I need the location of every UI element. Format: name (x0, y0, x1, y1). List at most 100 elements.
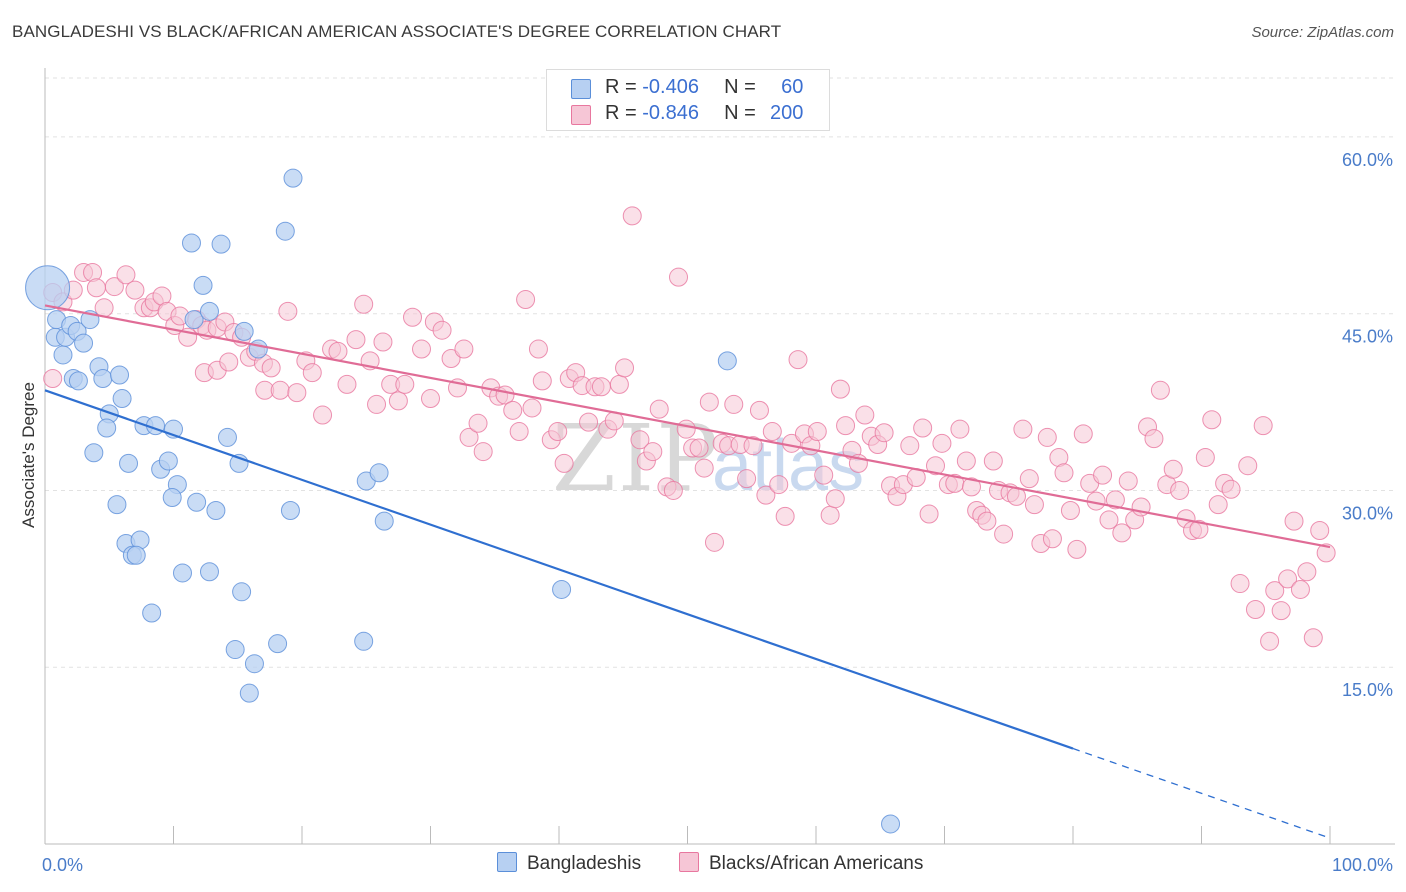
bottom-legend-bangladeshis: Bangladeshis (497, 852, 641, 875)
data-point (337, 374, 357, 394)
data-point (142, 603, 162, 623)
trend-lines (44, 304, 1331, 839)
data-point (158, 451, 178, 471)
data-point (1271, 601, 1291, 621)
data-point (283, 168, 303, 188)
data-point (239, 683, 259, 703)
data-point (68, 371, 88, 391)
data-point (663, 480, 683, 500)
data-point (244, 654, 264, 674)
trend-line-solid (44, 389, 1074, 750)
data-point (346, 330, 366, 350)
data-point (313, 405, 333, 425)
data-point (769, 475, 789, 495)
data-point (522, 398, 542, 418)
data-point (1189, 519, 1209, 539)
legend-n-value: 200 (769, 102, 804, 124)
data-point (956, 451, 976, 471)
data-point (43, 369, 63, 389)
data-point (1260, 631, 1280, 651)
data-point (749, 400, 769, 420)
data-point (820, 505, 840, 525)
tick-labels: 15.0% 30.0% 45.0% 60.0% 0.0% 100.0% (42, 150, 1393, 875)
data-point (977, 511, 997, 531)
data-point (579, 412, 599, 432)
data-point (689, 438, 709, 458)
data-point (211, 234, 231, 254)
data-point (825, 489, 845, 509)
legend: R = -0.406 N = 60 R = -0.846 N = 200 (546, 69, 830, 131)
data-point (932, 433, 952, 453)
data-point (926, 456, 946, 476)
data-point (1202, 410, 1222, 430)
legend-r-label: R = (605, 76, 637, 98)
data-point (1316, 543, 1336, 563)
data-point (441, 348, 461, 368)
legend-swatch-blue (571, 79, 591, 99)
data-point (93, 369, 113, 389)
axes (44, 68, 1395, 845)
data-point (704, 532, 724, 552)
data-point (473, 442, 493, 462)
data-point (1105, 490, 1125, 510)
data-point (1208, 495, 1228, 515)
data-point (184, 310, 204, 330)
data-point (125, 280, 145, 300)
data-point (1303, 628, 1323, 648)
data-point (302, 363, 322, 383)
legend-r-value: -0.846 (642, 102, 699, 124)
data-point (275, 221, 295, 241)
data-point (287, 383, 307, 403)
data-point (756, 485, 776, 505)
y-tick-label: 30.0% (1342, 503, 1393, 523)
data-point (762, 422, 782, 442)
source-label: Source: ZipAtlas.com (1251, 24, 1394, 41)
data-point (270, 380, 290, 400)
data-point (193, 275, 213, 295)
data-point (412, 339, 432, 359)
data-point (1278, 569, 1298, 589)
data-point (367, 394, 387, 414)
y-tick-label: 60.0% (1342, 150, 1393, 170)
data-point (388, 391, 408, 411)
data-point (278, 301, 298, 321)
data-point (622, 206, 642, 226)
data-point (807, 422, 827, 442)
data-point (454, 339, 474, 359)
data-point (374, 511, 394, 531)
data-point (554, 453, 574, 473)
data-point (403, 307, 423, 327)
data-point (528, 339, 548, 359)
data-point (532, 371, 552, 391)
data-point (395, 374, 415, 394)
data-point (126, 545, 146, 565)
y-axis-title: Associate's Degree (19, 382, 38, 528)
bottom-legend-swatch-blue (497, 852, 517, 872)
data-point (552, 579, 572, 599)
legend-n-value: 60 (781, 76, 804, 98)
data-point (432, 320, 452, 340)
data-point (354, 294, 374, 314)
x-tick-label: 100.0% (1332, 855, 1393, 875)
data-point (694, 458, 714, 478)
data-point (459, 427, 479, 447)
data-point (1297, 562, 1317, 582)
data-point (116, 265, 136, 285)
data-point (699, 392, 719, 412)
trend-line (44, 304, 1331, 549)
data-point (1144, 429, 1164, 449)
data-point (261, 358, 281, 378)
data-point (676, 419, 696, 439)
legend-r-label: R = (605, 102, 637, 124)
data-point (268, 634, 288, 654)
data-point (1310, 521, 1330, 541)
data-point (516, 290, 536, 310)
data-point (591, 377, 611, 397)
data-point (1099, 510, 1119, 530)
watermark: ZIP atlas (552, 405, 864, 512)
chart-title: BANGLADESHI VS BLACK/AFRICAN AMERICAN AS… (12, 22, 782, 41)
data-point (717, 351, 737, 371)
data-point (630, 430, 650, 450)
data-point (836, 416, 856, 436)
